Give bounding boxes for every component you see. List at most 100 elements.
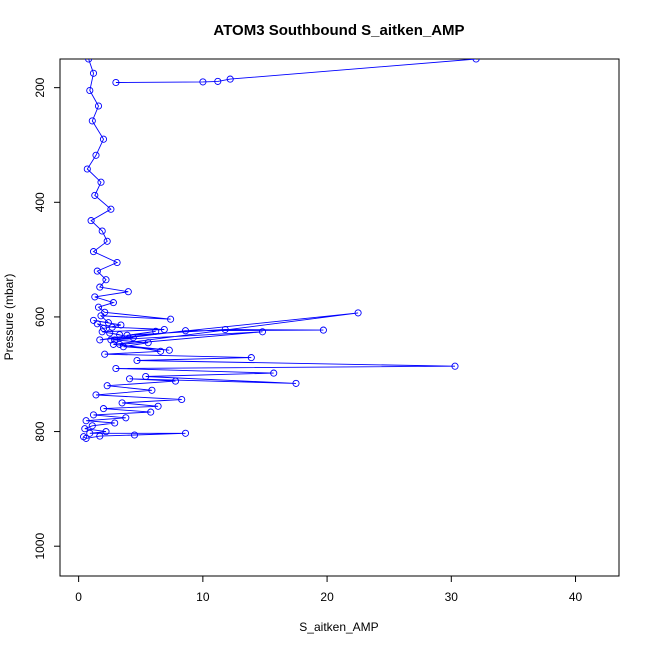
data-point (94, 303, 103, 311)
data-point (97, 178, 105, 186)
data-point (354, 309, 362, 317)
data-point (167, 315, 175, 323)
data-point (116, 340, 124, 348)
data-point (108, 323, 116, 331)
data-point (89, 69, 98, 77)
data-point (85, 59, 93, 63)
data-point (101, 308, 109, 316)
data-point (97, 312, 105, 320)
spike-point (226, 75, 234, 83)
data-point (144, 339, 152, 347)
data-point (93, 320, 101, 328)
data-point (133, 356, 141, 365)
data-point (89, 248, 98, 256)
chart-title: ATOM3 Southbound S_aitken_AMP (213, 22, 464, 39)
y-tick-label: 200 (33, 77, 47, 97)
data-point (96, 336, 104, 344)
data-point (98, 328, 106, 336)
y-axis-label: Pressure (mbar) (2, 274, 16, 361)
data-point (270, 369, 278, 377)
data-point (89, 411, 98, 419)
data-point (111, 336, 119, 344)
data-point (451, 362, 459, 370)
data-point (160, 325, 168, 334)
y-tick-label: 1000 (33, 533, 47, 560)
data-point (319, 326, 327, 334)
y-tick-label: 400 (33, 192, 47, 212)
data-point (93, 267, 101, 275)
data-point (96, 283, 104, 291)
data-point (99, 324, 108, 332)
data-point (181, 327, 190, 335)
plot-area (80, 59, 480, 442)
data-point (178, 395, 186, 404)
spike-point (199, 78, 207, 86)
x-tick-label: 0 (75, 590, 82, 604)
data-point (116, 331, 124, 339)
data-point (142, 372, 150, 381)
data-point (103, 237, 111, 245)
data-point (92, 391, 100, 399)
data-point (99, 135, 108, 143)
data-point (99, 405, 108, 413)
data-point (102, 276, 110, 284)
y-tick-label: 800 (33, 421, 47, 441)
data-point (112, 364, 120, 373)
data-point (94, 102, 103, 110)
data-point (101, 350, 109, 358)
data-point (88, 422, 96, 430)
data-point (119, 343, 127, 351)
data-point (292, 379, 300, 387)
data-point (104, 319, 112, 327)
data-point (126, 375, 134, 383)
x-axis-label: S_aitken_AMP (299, 620, 378, 634)
data-point (87, 217, 95, 225)
data-point (122, 414, 130, 422)
spike-point (472, 59, 480, 63)
data-point (91, 293, 99, 301)
data-point (124, 288, 132, 296)
data-point (91, 191, 99, 199)
data-point (129, 334, 137, 342)
data-point (109, 299, 117, 307)
x-axis: 0 10 20 30 40 (75, 575, 583, 604)
spike-point (214, 77, 222, 85)
data-point (171, 377, 180, 385)
data-point (80, 433, 88, 441)
data-point (96, 432, 104, 440)
x-tick-label: 40 (569, 590, 583, 604)
data-point (106, 329, 114, 337)
data-point (107, 205, 115, 213)
data-point (117, 321, 125, 329)
data-point (111, 419, 119, 427)
data-point (82, 417, 90, 425)
data-point (113, 258, 121, 267)
data-point (157, 347, 165, 355)
x-tick-label: 30 (445, 590, 459, 604)
data-point (88, 117, 96, 125)
x-tick-label: 20 (320, 590, 334, 604)
data-point (103, 382, 111, 390)
data-point (165, 346, 173, 354)
y-tick-label: 600 (33, 307, 47, 327)
data-point (92, 151, 100, 159)
data-point (107, 336, 115, 344)
data-point (147, 408, 155, 416)
data-point (83, 165, 91, 173)
data-point (98, 227, 106, 235)
data-point (123, 331, 131, 339)
data-point (221, 325, 229, 334)
spike-line (115, 59, 477, 83)
x-tick-label: 10 (196, 590, 210, 604)
y-axis: 200 400 600 800 1000 (33, 77, 61, 560)
data-point (148, 386, 156, 394)
series-line (83, 59, 456, 439)
data-point (118, 399, 126, 407)
data-point (154, 402, 162, 410)
data-point (181, 429, 190, 437)
spike-point (112, 78, 120, 87)
data-point (152, 327, 160, 335)
data-point (258, 328, 267, 336)
data-point (102, 428, 110, 436)
